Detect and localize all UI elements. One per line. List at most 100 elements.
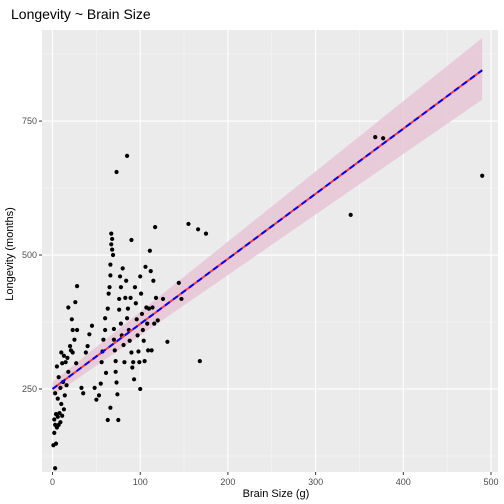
data-point	[120, 266, 125, 271]
data-point	[122, 360, 127, 365]
data-point	[117, 274, 123, 279]
data-point	[63, 360, 68, 365]
data-point	[108, 262, 113, 267]
data-point	[141, 338, 146, 343]
data-point	[55, 396, 60, 401]
data-point	[133, 301, 138, 306]
data-point	[53, 441, 59, 446]
data-point	[92, 385, 97, 390]
data-point	[151, 278, 156, 283]
data-point	[70, 327, 75, 333]
data-point	[125, 306, 131, 311]
data-point	[61, 407, 67, 412]
data-point	[62, 393, 67, 398]
data-point	[109, 242, 114, 247]
data-point	[110, 252, 116, 258]
x-tick-label: 300	[308, 477, 323, 487]
data-point	[138, 386, 143, 392]
data-point	[74, 361, 79, 366]
data-point	[179, 296, 184, 302]
data-point	[113, 369, 118, 374]
data-point	[64, 383, 69, 388]
x-tick-label: 400	[396, 477, 411, 487]
data-point	[124, 278, 129, 283]
data-point	[146, 348, 151, 353]
data-point	[70, 350, 75, 355]
data-point	[108, 273, 113, 278]
x-tick-label: 200	[220, 477, 235, 487]
data-point	[53, 391, 58, 396]
data-point	[176, 280, 181, 285]
data-point	[58, 420, 63, 425]
data-point	[165, 339, 170, 344]
data-point	[81, 391, 86, 396]
data-point	[65, 355, 70, 360]
data-point	[135, 333, 140, 338]
data-point	[197, 358, 202, 364]
data-point	[89, 323, 95, 328]
data-point	[118, 285, 124, 290]
data-point	[155, 318, 160, 323]
data-point	[134, 317, 139, 322]
confidence-ribbon	[52, 38, 483, 396]
data-point	[99, 360, 104, 365]
data-point	[58, 385, 63, 390]
data-point	[105, 417, 110, 423]
data-point	[59, 350, 64, 355]
data-point	[130, 365, 135, 370]
x-axis-title: Brain Size (g)	[243, 488, 310, 500]
data-point	[131, 377, 137, 382]
data-point	[117, 296, 122, 302]
data-point	[74, 327, 80, 333]
data-point	[129, 350, 134, 355]
data-point	[118, 321, 124, 326]
data-point	[112, 348, 117, 353]
data-point	[103, 316, 108, 321]
x-tick-label: 100	[133, 477, 148, 487]
data-point	[67, 343, 73, 349]
y-tick-label: 500	[22, 250, 37, 260]
data-point	[138, 274, 143, 279]
data-point	[160, 296, 166, 302]
data-point	[66, 369, 71, 374]
data-point	[98, 381, 103, 386]
data-point	[114, 380, 119, 385]
data-point	[121, 342, 126, 348]
data-point	[74, 283, 80, 289]
data-point	[83, 350, 88, 355]
data-point	[124, 153, 130, 159]
data-point	[132, 285, 138, 290]
data-point	[59, 401, 64, 407]
data-point	[94, 397, 99, 402]
data-point	[480, 173, 485, 178]
x-axis: 0 100 200 300 400 500	[50, 472, 499, 487]
data-point	[117, 307, 122, 312]
data-point	[114, 169, 119, 175]
fit-line-blue-dashed	[51, 69, 483, 390]
data-point	[57, 410, 62, 416]
data-point	[111, 326, 117, 332]
data-point	[61, 353, 67, 358]
data-point	[131, 360, 136, 365]
data-point	[145, 321, 150, 326]
data-point	[373, 135, 378, 140]
data-point	[186, 221, 191, 227]
data-point	[152, 321, 157, 326]
data-point	[103, 370, 109, 375]
data-point	[66, 305, 71, 310]
data-point	[107, 285, 112, 290]
fit-lines	[51, 69, 483, 390]
data-point	[143, 264, 148, 269]
data-point	[111, 337, 117, 342]
data-point	[69, 317, 74, 322]
data-point	[72, 337, 77, 342]
y-tick-label: 750	[22, 116, 37, 126]
data-point	[109, 231, 114, 236]
data-point	[79, 385, 84, 390]
data-point	[127, 338, 132, 343]
data-point	[115, 392, 120, 397]
data-point	[56, 375, 61, 380]
data-point	[87, 332, 92, 337]
data-point	[52, 430, 57, 435]
